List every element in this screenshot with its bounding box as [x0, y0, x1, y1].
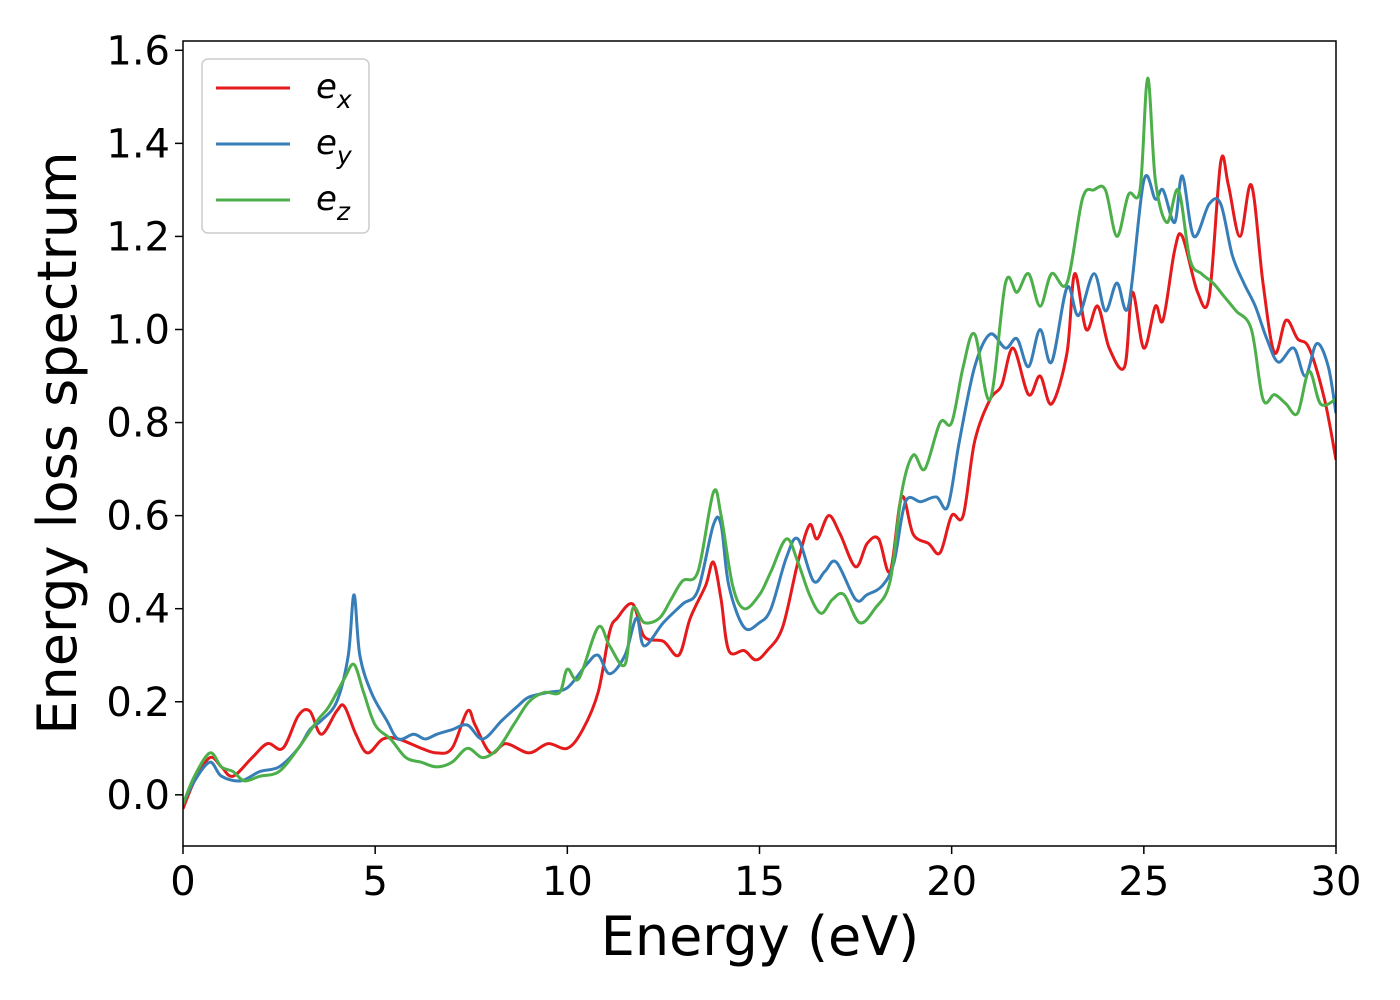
x-axis: 0 5 10 15 20 25 30: [170, 846, 1361, 905]
y-tick-label: 0.4: [106, 587, 170, 633]
x-tick-label: 20: [926, 859, 977, 905]
x-tick-label: 30: [1311, 859, 1362, 905]
y-tick-label: 0.6: [106, 494, 170, 540]
legend-box: [201, 58, 370, 234]
y-axis-title: Energy loss spectrum: [26, 151, 89, 734]
x-axis-title: Energy (eV): [601, 905, 920, 968]
x-tick-label: 0: [170, 859, 195, 905]
x-tick-label: 15: [734, 859, 785, 905]
y-tick-label: 1.6: [106, 28, 170, 74]
legend-label-z: ez: [316, 179, 351, 226]
y-axis: 0.0 0.2 0.4 0.6 0.8 1.0 1.2 1.4 1.6: [106, 28, 183, 819]
y-tick-label: 0.2: [106, 680, 170, 726]
series-layer: [183, 76, 1336, 810]
series-line-e-x: [183, 154, 1336, 810]
y-tick-label: 0.8: [106, 401, 170, 447]
x-tick-label: 10: [542, 859, 593, 905]
x-tick-label: 5: [362, 859, 387, 905]
y-tick-label: 1.4: [106, 121, 170, 167]
y-tick-label: 1.0: [106, 307, 170, 353]
series-line-e-y: [183, 174, 1336, 805]
x-tick-label: 25: [1118, 859, 1169, 905]
y-tick-label: 0.0: [106, 773, 170, 819]
legend-label-x: ex: [316, 67, 352, 114]
legend-label-y: ey: [316, 123, 353, 170]
y-tick-label: 1.2: [106, 214, 170, 260]
legend: ex ey ez: [201, 58, 370, 234]
series-line-e-z: [183, 76, 1336, 805]
